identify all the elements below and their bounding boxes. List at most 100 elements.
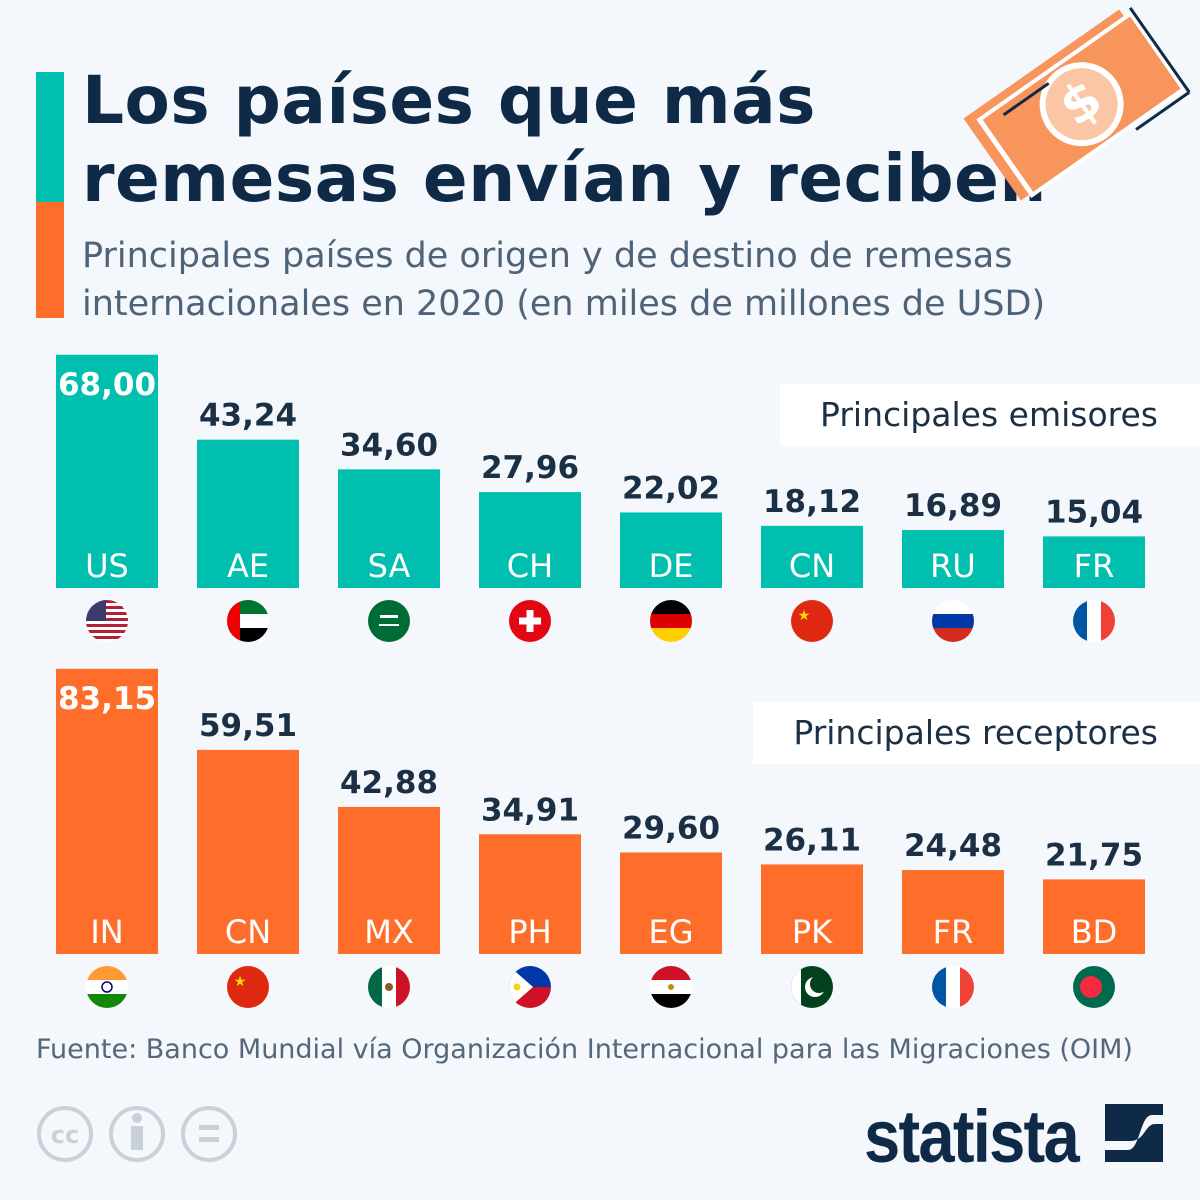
bar-IN (56, 668, 158, 954)
senders-chart: 68,00 US 43,24 AE 34,60 SA 27,96 CH 22,02 DE 18,12… (56, 354, 1145, 642)
value-label: 34,60 (340, 427, 438, 463)
bar-FR (902, 870, 1004, 954)
value-label: 15,04 (1045, 494, 1143, 530)
bar-RU (902, 530, 1004, 588)
source-note: Fuente: Banco Mundial vía Organización I… (36, 1034, 1133, 1065)
subtitle: Principales países de origen y de destin… (82, 232, 1045, 328)
value-label: 43,24 (199, 398, 297, 434)
bar-US (56, 354, 158, 588)
dollar-bill-icon: $ (963, 7, 1191, 201)
bar-MX (338, 806, 440, 954)
title-line-1: Los países que más (82, 62, 816, 139)
value-label: 24,48 (904, 828, 1002, 864)
bar-group-US: 68,00 US (56, 354, 158, 642)
bar-FR (1043, 536, 1145, 588)
svg-text:cc: cc (51, 1121, 79, 1149)
bar-group-MX: 42,88 MX (338, 765, 440, 1008)
category-label: MX (364, 913, 414, 951)
category-label: CN (789, 547, 835, 585)
subtitle-line-2: internacionales en 2020 (en miles de mil… (82, 284, 1046, 324)
flag-DE-icon (650, 600, 692, 642)
category-label: PH (508, 913, 551, 951)
bar-group-CN: 18,12 CN ★ (761, 484, 863, 642)
bar-group-EG: 29,60 EG (620, 810, 722, 1008)
value-label: 83,15 (58, 681, 156, 717)
attribution-icon[interactable] (109, 1106, 165, 1162)
bar-CN (197, 749, 299, 954)
flag-CN-icon: ★ (791, 600, 833, 642)
category-label: IN (90, 913, 123, 951)
category-label: FR (933, 913, 974, 951)
flag-EG-icon (650, 966, 692, 1008)
bar-group-FR: 15,04 FR (1043, 494, 1145, 642)
flag-SA-icon (368, 600, 410, 642)
category-label: DE (649, 547, 694, 585)
category-label: EG (648, 913, 693, 951)
bar-PK (761, 864, 863, 954)
flag-RU-icon (932, 600, 974, 642)
bar-CN (761, 525, 863, 588)
bar-group-RU: 16,89 RU (902, 488, 1004, 642)
accent-bar-orange (36, 202, 64, 318)
flag-AE-icon (227, 600, 269, 642)
flag-PH-icon (509, 966, 551, 1008)
no-derivatives-icon[interactable] (181, 1106, 237, 1162)
bar-PH (479, 834, 581, 954)
bar-group-BD: 21,75 BD (1043, 837, 1145, 1008)
cc-icon[interactable]: cc (37, 1106, 93, 1162)
page-title: Los países que más remesas envían y reci… (82, 62, 1047, 218)
value-label: 21,75 (1045, 837, 1143, 873)
accent-bar-teal (36, 72, 64, 202)
category-label: RU (930, 547, 976, 585)
flag-CN-icon: ★ (227, 966, 269, 1008)
value-label: 68,00 (58, 367, 156, 403)
bar-EG (620, 852, 722, 954)
value-label: 42,88 (340, 765, 438, 801)
flag-US-icon (86, 600, 128, 642)
category-label: SA (368, 547, 411, 585)
value-label: 26,11 (763, 822, 861, 858)
category-label: CH (507, 547, 553, 585)
bar-group-PH: 34,91 PH (479, 792, 581, 1008)
bar-BD (1043, 879, 1145, 954)
bar-group-PK: 26,11 PK (761, 822, 863, 1008)
bar-CH (479, 492, 581, 588)
title-line-2: remesas envían y reciben (82, 140, 1047, 217)
flag-BD-icon (1073, 966, 1115, 1008)
category-label: BD (1071, 913, 1118, 951)
value-label: 27,96 (481, 450, 579, 486)
flag-MX-icon (368, 966, 410, 1008)
bar-DE (620, 512, 722, 588)
bar-group-FR: 24,48 FR (902, 828, 1004, 1008)
legend-receivers: Principales receptores (753, 702, 1200, 764)
bar-group-CH: 27,96 CH (479, 450, 581, 642)
category-label: FR (1074, 547, 1115, 585)
svg-text:★: ★ (234, 974, 247, 990)
value-label: 22,02 (622, 470, 720, 506)
bar-SA (338, 469, 440, 588)
bar-group-AE: 43,24 AE (197, 398, 299, 642)
value-label: 18,12 (763, 484, 861, 520)
subtitle-line-1: Principales países de origen y de destin… (82, 236, 1013, 276)
legend-senders: Principales emisores (780, 384, 1200, 446)
legend-label: Principales receptores (793, 713, 1158, 752)
category-label: PK (792, 913, 833, 951)
category-label: AE (227, 547, 269, 585)
statista-logo[interactable]: statista (864, 1095, 1080, 1178)
bar-group-SA: 34,60 SA (338, 427, 440, 642)
bar-group-CN: 59,51 CN ★ (197, 708, 299, 1008)
flag-PK-icon (791, 966, 833, 1008)
value-label: 29,60 (622, 810, 720, 846)
category-label: CN (225, 913, 271, 951)
flag-IN-icon (86, 966, 128, 1008)
bar-group-IN: 83,15 IN (56, 668, 158, 1008)
category-label: US (85, 547, 129, 585)
value-label: 16,89 (904, 488, 1002, 524)
bar-AE (197, 439, 299, 588)
flag-CH-icon (509, 600, 551, 642)
value-label: 34,91 (481, 792, 579, 828)
receivers-chart: 83,15 IN 59,51 CN ★ 42,88 MX 34,91 PH 29,60 EG 26,1… (56, 668, 1145, 1008)
legend-label: Principales emisores (820, 395, 1158, 434)
